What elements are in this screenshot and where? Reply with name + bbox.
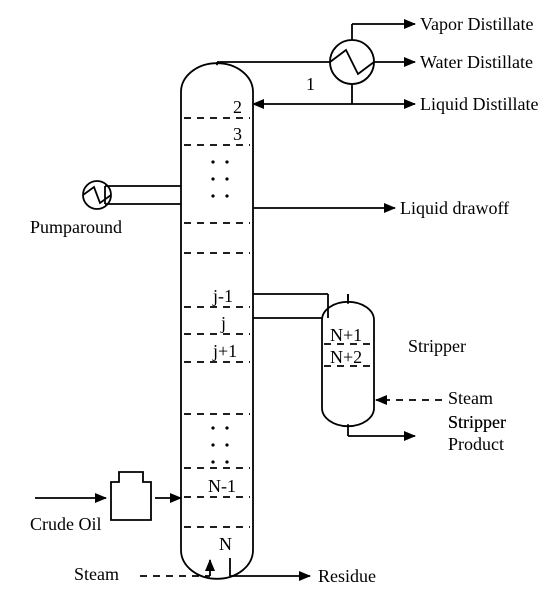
bottom-steam-label: Steam — [74, 564, 119, 584]
condenser-stage-1: 1 — [306, 74, 315, 94]
stripper-stage-label: N+2 — [330, 347, 362, 367]
stripper-product-line2: Product — [448, 434, 504, 454]
crude-oil-label: Crude Oil — [30, 514, 102, 534]
stripper-top-cap — [322, 302, 374, 320]
column-stage-label: j+1 — [212, 341, 237, 361]
column-stage-label: N-1 — [208, 476, 236, 496]
vdots — [225, 460, 228, 463]
vdots — [225, 194, 228, 197]
column-stage-label: j-1 — [212, 286, 233, 306]
column-stage-label: 3 — [233, 124, 242, 144]
vdots — [225, 177, 228, 180]
stripper-product-line1: Stripper — [448, 412, 506, 432]
vdots — [225, 160, 228, 163]
residue-label: Residue — [318, 566, 376, 586]
stripper-bot-cap — [322, 408, 374, 426]
pumparound-zigzag — [83, 187, 111, 203]
stripper-stage-label: N+1 — [330, 325, 362, 345]
vapor-distillate-label: Vapor Distillate — [420, 14, 533, 34]
vdots — [211, 443, 214, 446]
liquid-drawoff-label: Liquid drawoff — [400, 198, 509, 218]
distillation-diagram: 2 3 j-1 j j+1 N-1 N 1 Vapor Distillate Water Dist… — [0, 0, 549, 602]
vdots — [211, 194, 214, 197]
furnace-icon — [111, 472, 151, 520]
column-stage-label: 2 — [233, 97, 242, 117]
vdots — [225, 426, 228, 429]
column-bot-cap — [181, 550, 253, 579]
stripper-steam-label: Steam — [448, 388, 493, 408]
vdots — [211, 177, 214, 180]
column-top-cap — [181, 63, 253, 92]
vdots — [211, 426, 214, 429]
vdots — [211, 160, 214, 163]
stripper-label: Stripper — [408, 336, 466, 356]
pumparound-label: Pumparound — [30, 217, 122, 237]
liquid-distillate-label: Liquid Distillate — [420, 94, 539, 114]
vdots — [211, 460, 214, 463]
condenser-zigzag — [330, 50, 374, 74]
vdots — [225, 443, 228, 446]
stage-N-label: N — [219, 534, 232, 554]
water-distillate-label: Water Distillate — [420, 52, 533, 72]
column-stage-label: j — [220, 313, 226, 333]
